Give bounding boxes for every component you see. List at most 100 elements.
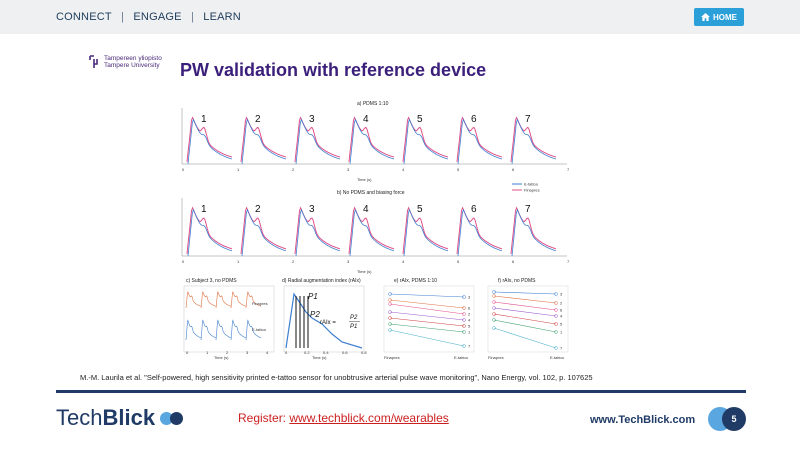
home-button[interactable]: HOME: [694, 8, 744, 26]
panel-f-point: [492, 312, 496, 316]
panel-a-finapres-beat: [510, 116, 557, 163]
panel-f-point: [554, 330, 558, 334]
panel-e-right-label: 7: [468, 344, 471, 349]
panel-e-point: [462, 344, 466, 348]
panel-e-right-label: 1: [468, 330, 471, 335]
footer-divider: [56, 390, 746, 393]
panel-a-x-tick: 4: [402, 167, 405, 172]
top-nav: CONNECT | ENGAGE | LEARN: [56, 11, 247, 23]
panel-e-title: e) rAIx, PDMS 1:10: [394, 278, 437, 284]
panel-b-etattoo-beat: [241, 208, 287, 257]
panel-b-etattoo-beat: [295, 208, 341, 257]
panel-a-etattoo-beat: [349, 118, 395, 165]
panel-b-x-tick: 1: [237, 259, 240, 264]
panel-a-x-tick: 3: [347, 167, 350, 172]
panel-e-point: [462, 295, 466, 299]
panel-b-finapres-beat: [510, 206, 557, 255]
panel-f-right-label: 5: [560, 322, 563, 327]
panel-d-axes: [283, 285, 365, 353]
panel-e-right-label: 5: [468, 324, 471, 329]
panel-e-right-label: 2: [468, 312, 471, 317]
figure-svg: a) PDMS 1:10 Time (s) 0 1 2 3 4 5 6 71 2 3 4 5 6 7 b)…: [181, 101, 570, 360]
panel-b-beat-number: 4: [363, 204, 369, 215]
panel-a-etattoo-beat: [241, 118, 287, 165]
panel-c-axes: [183, 285, 275, 353]
panel-c-x-tick: 3: [246, 350, 249, 355]
panel-e-point: [462, 318, 466, 322]
panel-c-etattoo-beat: [245, 319, 262, 341]
panel-a-finapres-beat: [456, 116, 503, 163]
panel-f-title: f) rAIx, no PDMS: [498, 278, 536, 284]
nav-engage[interactable]: ENGAGE: [133, 11, 182, 23]
panel-e-series-line: [389, 329, 465, 347]
panel-b-etattoo-beat: [457, 208, 503, 257]
panel-f-point: [554, 292, 558, 296]
panel-b-finapres-beat: [348, 206, 395, 255]
panel-a-beat-number: 7: [525, 114, 531, 125]
panel-f-point: [554, 314, 558, 318]
panel-a-title: a) PDMS 1:10: [357, 101, 389, 107]
panel-c-x-tick: 1: [206, 350, 209, 355]
panel-a-x-tick: 2: [292, 167, 295, 172]
panel-b-title: b) No PDMS and biasing force: [337, 190, 405, 196]
panel-b-plot: 0 1 2 3 4 5 6 7 1 2 3 4 5 6 7: [182, 204, 570, 264]
panel-b-x-tick: 5: [457, 259, 460, 264]
panel-b-finapres-beat: [186, 206, 233, 255]
panel-a-x-tick: 0: [182, 167, 185, 172]
panel-a-x-tick: 7: [567, 167, 570, 172]
legend-finapres: Finapres: [524, 188, 540, 193]
panel-a-etattoo-beat: [403, 118, 449, 165]
panel-f-point: [554, 301, 558, 305]
panel-e-point: [462, 312, 466, 316]
panel-f-series-line: [493, 291, 557, 295]
brand-part-2: Blick: [102, 405, 156, 430]
nav-connect[interactable]: CONNECT: [56, 11, 112, 23]
panel-e-x-finapres: Finapres: [384, 355, 400, 360]
page-number-badge: 5: [708, 406, 748, 432]
panel-f-point: [492, 326, 496, 330]
panel-b-etattoo-beat: [187, 208, 233, 257]
home-button-label: HOME: [713, 12, 737, 22]
panel-e-series-line: [389, 311, 465, 321]
panel-b-finapres-beat: [456, 206, 503, 255]
panel-e-point: [388, 322, 392, 326]
panel-f-point: [492, 318, 496, 322]
panel-f-right-label: 2: [560, 301, 563, 306]
panel-e-series-line: [389, 323, 465, 333]
brand-dots-icon: [157, 411, 184, 425]
panel-a-finapres-beat: [348, 116, 395, 163]
panel-a-etattoo-beat: [295, 118, 341, 165]
panel-a-beat-number: 2: [255, 114, 261, 125]
register-link[interactable]: www.techblick.com/wearables: [289, 411, 449, 425]
panel-b-axes: [181, 198, 567, 257]
panel-a-beat-number: 4: [363, 114, 369, 125]
panel-d-x-tick: 0.4: [323, 350, 329, 355]
panel-b-beat-number: 5: [417, 204, 423, 215]
panel-e-series-line: [389, 293, 465, 298]
panel-f-point: [554, 308, 558, 312]
page-title: PW validation with reference device: [180, 60, 487, 80]
site-url[interactable]: www.TechBlick.com: [590, 414, 696, 426]
panel-c-finapres-beat: [230, 291, 247, 309]
panel-a-finapres-beat: [402, 116, 449, 163]
panel-b-beat-number: 6: [471, 204, 477, 215]
nav-separator: |: [190, 11, 194, 23]
panel-e-point: [388, 302, 392, 306]
panel-a-xlabel: Time (s): [357, 177, 372, 182]
techblick-logo[interactable]: Tech Blick: [56, 405, 184, 431]
panel-b-x-tick: 2: [292, 259, 295, 264]
university-logo: Tampereen yliopisto Tampere University: [88, 55, 162, 69]
nav-learn[interactable]: LEARN: [203, 11, 241, 23]
panel-f-series-line: [493, 307, 557, 317]
panel-b-beat-number: 7: [525, 204, 531, 215]
panel-f-point: [492, 290, 496, 294]
panel-b-finapres-beat: [294, 206, 341, 255]
register-label: Register:: [238, 411, 290, 425]
panel-b-x-tick: 7: [567, 259, 570, 264]
panel-b-x-tick: 0: [182, 259, 185, 264]
panel-f-right-label: 1: [560, 330, 563, 335]
panel-c-title: c) Subject 3, no PDMS: [186, 278, 237, 284]
panel-a-beat-number: 1: [201, 114, 207, 125]
